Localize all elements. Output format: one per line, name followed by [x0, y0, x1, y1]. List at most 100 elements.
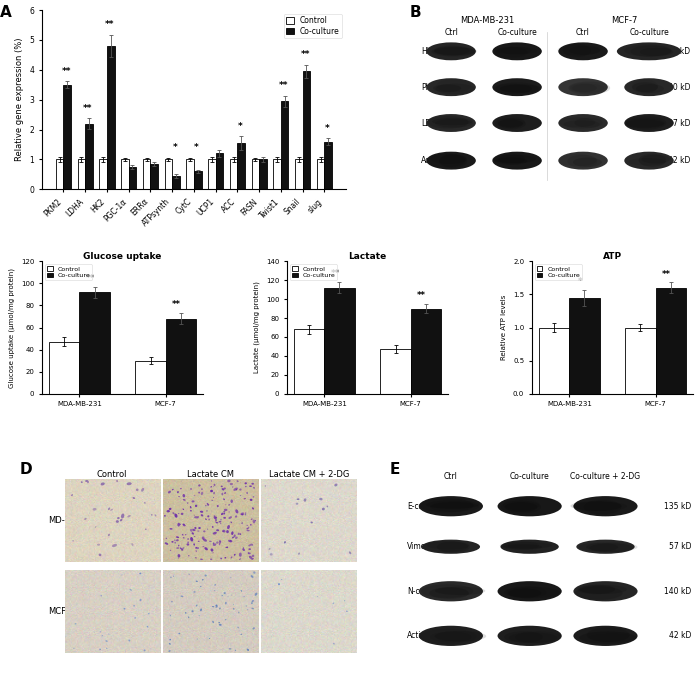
Bar — [569, 298, 599, 394]
Text: **: ** — [417, 291, 426, 300]
Ellipse shape — [624, 45, 671, 57]
Bar — [317, 159, 324, 189]
Text: **: ** — [279, 82, 288, 90]
Ellipse shape — [498, 154, 525, 165]
Bar — [230, 159, 237, 189]
Ellipse shape — [492, 155, 536, 163]
Ellipse shape — [624, 114, 674, 132]
Ellipse shape — [505, 502, 538, 512]
Legend: Control, Co-culture: Control, Co-culture — [535, 265, 582, 280]
Ellipse shape — [624, 119, 664, 128]
Ellipse shape — [421, 541, 468, 552]
Ellipse shape — [573, 626, 638, 646]
Ellipse shape — [503, 499, 540, 511]
Ellipse shape — [432, 118, 473, 126]
Bar — [208, 159, 216, 189]
Ellipse shape — [617, 43, 681, 60]
Ellipse shape — [559, 43, 608, 60]
Ellipse shape — [500, 539, 559, 554]
Ellipse shape — [624, 152, 674, 169]
Ellipse shape — [559, 152, 608, 169]
Ellipse shape — [584, 500, 622, 514]
Ellipse shape — [421, 539, 480, 554]
Bar — [655, 288, 686, 394]
Ellipse shape — [638, 154, 666, 167]
Ellipse shape — [495, 47, 537, 55]
Ellipse shape — [427, 541, 470, 549]
Bar — [294, 329, 324, 394]
Ellipse shape — [426, 114, 476, 132]
Text: Co-culture: Co-culture — [497, 28, 537, 37]
Ellipse shape — [508, 541, 539, 550]
Ellipse shape — [563, 44, 591, 57]
Text: **: ** — [62, 67, 71, 76]
Text: 140 kD: 140 kD — [664, 587, 692, 596]
Ellipse shape — [419, 581, 483, 601]
Ellipse shape — [498, 496, 561, 516]
Ellipse shape — [504, 631, 542, 643]
Text: 42 kD: 42 kD — [668, 156, 690, 165]
Bar — [380, 349, 411, 394]
Text: Lactate CM + 2-DG: Lactate CM + 2-DG — [269, 470, 349, 479]
Ellipse shape — [434, 45, 470, 55]
Text: N-cadherin: N-cadherin — [407, 587, 449, 596]
Text: Lactate CM: Lactate CM — [187, 470, 234, 479]
Ellipse shape — [503, 544, 542, 550]
Bar — [143, 159, 150, 189]
Ellipse shape — [631, 45, 671, 57]
Bar — [324, 288, 355, 394]
Bar — [85, 124, 93, 189]
Ellipse shape — [588, 633, 636, 642]
Y-axis label: Lactate (μmol/mg protein): Lactate (μmol/mg protein) — [253, 281, 260, 373]
Ellipse shape — [632, 80, 658, 93]
Text: **: ** — [662, 269, 671, 279]
Ellipse shape — [573, 581, 638, 601]
Ellipse shape — [430, 502, 479, 512]
Ellipse shape — [495, 118, 526, 130]
Ellipse shape — [559, 78, 608, 96]
Ellipse shape — [426, 153, 466, 167]
Ellipse shape — [493, 84, 532, 94]
Text: MDA-MB-231: MDA-MB-231 — [460, 16, 514, 24]
Bar — [129, 167, 137, 189]
Ellipse shape — [496, 116, 525, 127]
Y-axis label: Glucose uptake (μmol/mg protein): Glucose uptake (μmol/mg protein) — [9, 267, 15, 387]
Text: *: * — [172, 143, 177, 153]
Ellipse shape — [504, 587, 559, 598]
Text: 57 kD: 57 kD — [669, 542, 692, 551]
Text: Ctrl: Ctrl — [444, 472, 458, 481]
Title: Glucose uptake: Glucose uptake — [83, 252, 162, 261]
Bar — [237, 143, 245, 189]
Ellipse shape — [576, 539, 635, 554]
Text: *: * — [194, 143, 199, 153]
Text: Co-culture: Co-culture — [510, 472, 550, 481]
Bar — [251, 159, 259, 189]
Text: MCF-7: MCF-7 — [48, 607, 75, 616]
Bar — [121, 159, 129, 189]
Ellipse shape — [632, 82, 658, 92]
Text: MD-231: MD-231 — [48, 516, 81, 525]
Ellipse shape — [573, 157, 602, 167]
Bar — [324, 142, 332, 189]
Text: Co-culture + 2-DG: Co-culture + 2-DG — [570, 472, 640, 481]
Bar — [295, 159, 302, 189]
Ellipse shape — [430, 154, 467, 164]
Ellipse shape — [500, 84, 541, 92]
Ellipse shape — [498, 119, 523, 128]
Ellipse shape — [434, 47, 477, 55]
Ellipse shape — [575, 586, 622, 600]
Ellipse shape — [437, 541, 470, 553]
Ellipse shape — [426, 78, 476, 96]
Ellipse shape — [440, 154, 467, 168]
Ellipse shape — [495, 82, 538, 96]
Ellipse shape — [586, 542, 638, 552]
Text: A: A — [0, 5, 11, 20]
Bar — [216, 153, 223, 189]
Ellipse shape — [500, 542, 552, 549]
Ellipse shape — [426, 500, 479, 509]
Bar — [186, 159, 194, 189]
Ellipse shape — [419, 498, 473, 512]
Text: E: E — [390, 462, 400, 477]
Text: 37 kD: 37 kD — [668, 119, 690, 128]
Ellipse shape — [427, 116, 468, 128]
